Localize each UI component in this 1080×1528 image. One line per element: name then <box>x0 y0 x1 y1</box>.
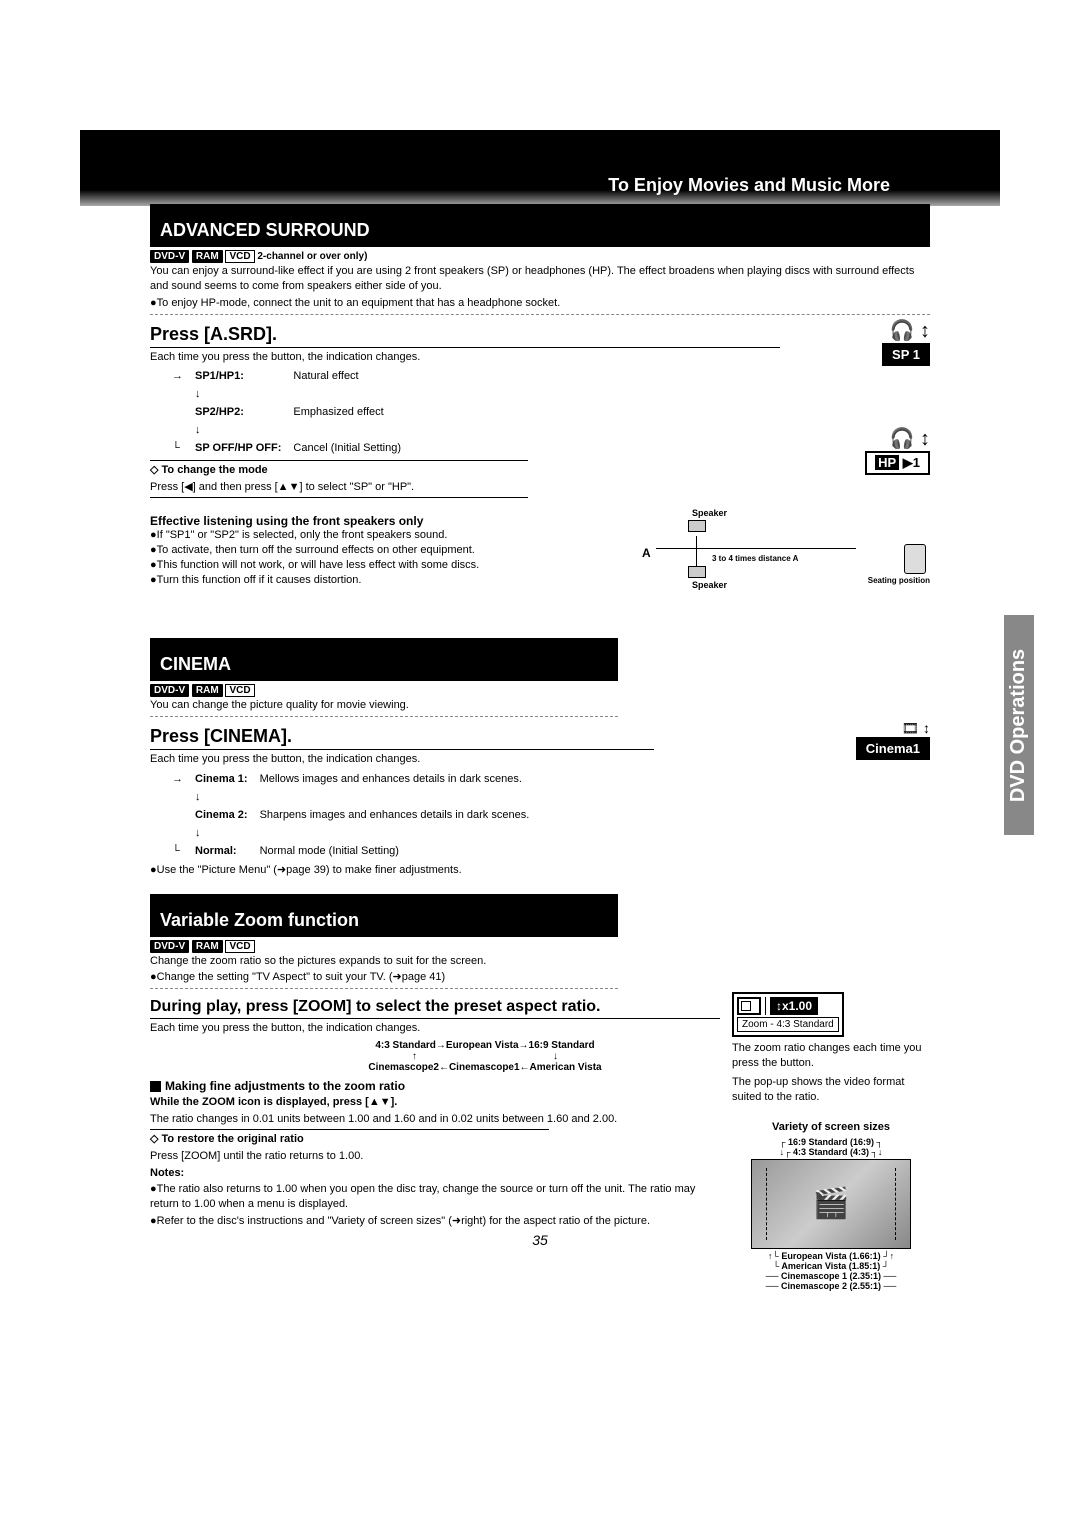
cinema-intro: You can change the picture quality for m… <box>150 698 930 713</box>
each-time-text: Each time you press the button, the indi… <box>150 350 780 365</box>
zoom-intro-1: Change the zoom ratio so the pictures ex… <box>150 954 930 969</box>
speaker-label: Speaker <box>692 580 727 590</box>
distance-label: 3 to 4 times distance A <box>712 554 798 563</box>
mode-label: SP1/HP1: <box>195 368 291 384</box>
variety-head: Variety of screen sizes <box>732 1121 930 1133</box>
page-content: To Enjoy Movies and Music More ADVANCED … <box>150 175 930 1291</box>
osd-cinema: Cinema1 <box>856 737 930 760</box>
notes-head: Notes: <box>150 1167 184 1179</box>
chapter-title: To Enjoy Movies and Music More <box>150 175 930 196</box>
manual-page: DVD Operations To Enjoy Movies and Music… <box>0 0 1080 1528</box>
zoom-osd-label: Zoom - 4:3 Standard <box>737 1017 839 1032</box>
section-cinema: CINEMA DVD-V RAM VCD You can change the … <box>150 638 930 878</box>
mode-label: SP OFF/HP OFF: <box>195 440 291 456</box>
zoom-caption-1: The zoom ratio changes each time you pre… <box>732 1041 930 1071</box>
format-badges: DVD-V RAM VCD <box>150 685 930 696</box>
asrd-mode-table: →SP1/HP1:Natural effect ↓ SP2/HP2:Emphas… <box>170 366 413 458</box>
headphone-icon: 🎧 ↕ <box>792 318 930 343</box>
section-tab: DVD Operations <box>1004 615 1034 835</box>
speaker-icon <box>688 566 706 578</box>
change-mode-body: Press [◀] and then press [▲▼] to select … <box>150 480 780 495</box>
cycle-line-1: 4:3 Standard→European Vista→16:9 Standar… <box>250 1040 720 1051</box>
mode-desc: Cancel (Initial Setting) <box>293 440 411 456</box>
mode-desc: Mellows images and enhances details in d… <box>260 771 540 787</box>
intro-text-2: ●To enjoy HP-mode, connect the unit to a… <box>150 296 930 311</box>
change-mode-head: ◇ To change the mode <box>150 464 268 476</box>
mode-label: SP2/HP2: <box>195 404 291 420</box>
press-zoom-heading: During play, press [ZOOM] to select the … <box>150 998 720 1016</box>
note-1: ●The ratio also returns to 1.00 when you… <box>150 1182 720 1212</box>
mode-label: Cinema 2: <box>195 807 258 823</box>
restore-head: ◇ To restore the original ratio <box>150 1133 304 1145</box>
zoom-caption-2: The pop-up shows the video format suited… <box>732 1075 930 1105</box>
badge-dvdv: DVD-V <box>150 684 189 697</box>
press-cinema-heading: Press [CINEMA]. <box>150 726 780 747</box>
size-label: Cinemascope 2 (2.55:1) <box>781 1281 881 1291</box>
zoom-intro-2: ●Change the setting "TV Aspect" to suit … <box>150 970 930 985</box>
cycle-line-2: Cinemascope2←Cinemascope1←American Vista <box>250 1062 720 1073</box>
badge-ram: RAM <box>192 940 223 953</box>
mode-desc: Normal mode (Initial Setting) <box>260 843 540 859</box>
fine-adj-heading: Making fine adjustments to the zoom rati… <box>150 1079 720 1093</box>
format-badges: DVD-V RAM VCD <box>150 941 930 952</box>
zoom-osd-value: ↕x1.00 <box>770 997 818 1015</box>
section-heading: Variable Zoom function <box>150 906 369 935</box>
effective-bullet: ●If "SP1" or "SP2" is selected, only the… <box>150 528 630 543</box>
a-label: A <box>642 546 651 560</box>
effective-heading: Effective listening using the front spea… <box>150 514 630 528</box>
badge-dvdv: DVD-V <box>150 250 189 263</box>
badge-dvdv: DVD-V <box>150 940 189 953</box>
mode-label: Normal: <box>195 843 258 859</box>
mode-desc: Natural effect <box>293 368 411 384</box>
size-label: European Vista (1.66:1) <box>781 1251 880 1261</box>
headphone-icon: 🎧 ↕ <box>792 426 930 451</box>
speaker-diagram: Speaker A 3 to 4 times distance A Speake… <box>642 508 930 628</box>
badge-vcd: VCD <box>225 250 254 263</box>
section-heading: ADVANCED SURROUND <box>150 216 380 245</box>
screen-sizes: Variety of screen sizes ┌ 16:9 Standard … <box>732 1121 930 1291</box>
badge-suffix: 2-channel or over only) <box>257 251 367 262</box>
mode-desc: Sharpens images and enhances details in … <box>260 807 540 823</box>
note-2: ●Refer to the disc's instructions and "V… <box>150 1214 720 1229</box>
restore-body: Press [ZOOM] until the ratio returns to … <box>150 1149 720 1164</box>
zoom-icon <box>737 997 761 1015</box>
section-advanced-surround: ADVANCED SURROUND DVD-V RAM VCD 2-channe… <box>150 204 930 628</box>
zoom-osd: ↕x1.00 Zoom - 4:3 Standard <box>732 992 844 1037</box>
osd-hp-prefix: HP <box>875 455 899 470</box>
section-heading: CINEMA <box>150 650 241 679</box>
osd-sp: SP 1 <box>882 343 930 366</box>
effective-bullet: ●This function will not work, or will ha… <box>150 558 630 573</box>
effective-bullet: ●To activate, then turn off the surround… <box>150 543 630 558</box>
page-number: 35 <box>0 1232 1080 1248</box>
osd-hp-suffix: ▶1 <box>903 455 920 470</box>
cinema-mode-table: →Cinema 1:Mellows images and enhances de… <box>170 769 541 861</box>
badge-vcd: VCD <box>225 940 254 953</box>
badge-vcd: VCD <box>225 684 254 697</box>
seat-icon <box>904 544 926 574</box>
fine-sub: While the ZOOM icon is displayed, press … <box>150 1096 397 1108</box>
film-icon: 🎞 ↕ <box>792 720 930 737</box>
mode-label: Cinema 1: <box>195 771 258 787</box>
fine-body: The ratio changes in 0.01 units between … <box>150 1112 720 1127</box>
press-asrd-heading: Press [A.SRD]. <box>150 324 780 345</box>
zoom-cycle: 4:3 Standard→European Vista→16:9 Standar… <box>250 1040 720 1073</box>
speaker-icon <box>688 520 706 532</box>
seating-label: Seating position <box>868 576 930 585</box>
format-badges: DVD-V RAM VCD 2-channel or over only) <box>150 251 930 262</box>
size-label: 16:9 Standard (16:9) <box>788 1137 874 1147</box>
intro-text-1: You can enjoy a surround-like effect if … <box>150 264 930 294</box>
section-tab-label: DVD Operations <box>1008 648 1031 801</box>
each-time-text: Each time you press the button, the indi… <box>150 1021 720 1036</box>
size-label: American Vista (1.85:1) <box>781 1261 880 1271</box>
size-label: Cinemascope 1 (2.35:1) <box>781 1271 881 1281</box>
cinema-footnote: ●Use the "Picture Menu" (➜page 39) to ma… <box>150 863 780 878</box>
size-label: 4:3 Standard (4:3) <box>793 1147 869 1157</box>
badge-ram: RAM <box>192 250 223 263</box>
mode-desc: Emphasized effect <box>293 404 411 420</box>
effective-bullet: ●Turn this function off if it causes dis… <box>150 573 630 588</box>
speaker-label: Speaker <box>692 508 727 518</box>
each-time-text: Each time you press the button, the indi… <box>150 752 780 767</box>
badge-ram: RAM <box>192 684 223 697</box>
